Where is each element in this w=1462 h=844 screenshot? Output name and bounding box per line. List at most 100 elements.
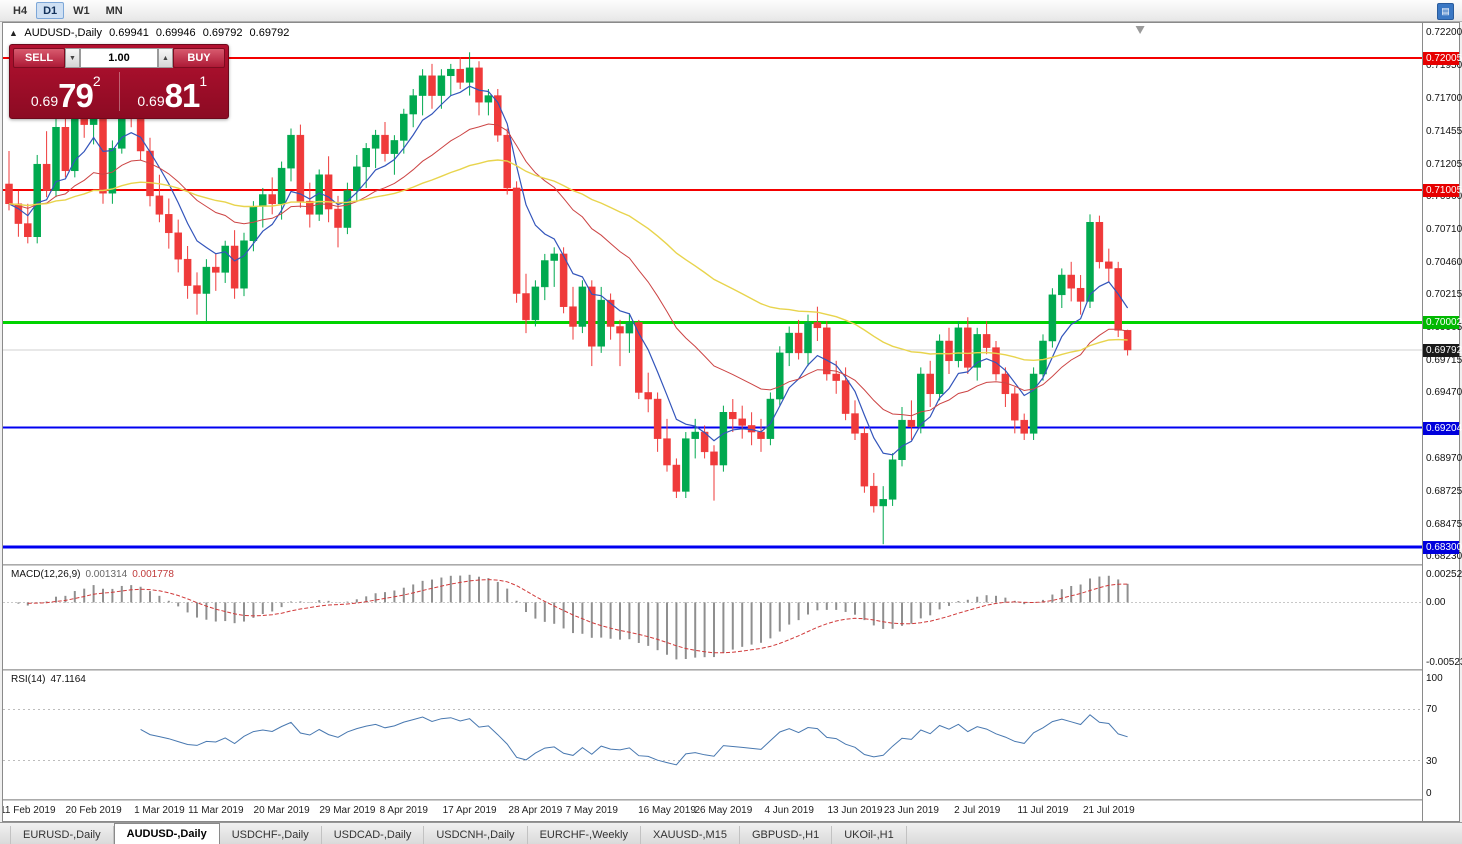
candle xyxy=(625,313,634,353)
date-axis[interactable]: 11 Feb 2019 20 Feb 2019 1 Mar 2019 11 Mar 2… xyxy=(3,801,1422,821)
one-click-trading-panel: SELL ▼ ▲ BUY 0.69 79 2 0.69 81 xyxy=(9,44,229,119)
candle xyxy=(1029,367,1038,440)
chart-tab-gbpusd-h1[interactable]: GBPUSD-,H1 xyxy=(740,826,833,844)
volume-down-button[interactable]: ▼ xyxy=(65,48,80,68)
candle xyxy=(766,392,775,446)
chart-tab-bar: EURUSD-,Daily AUDUSD-,Daily USDCHF-,Daily U… xyxy=(0,822,1462,844)
volume-up-button[interactable]: ▲ xyxy=(158,48,173,68)
candle xyxy=(42,131,51,198)
macd-value-2: 0.001778 xyxy=(132,569,174,580)
oneclick-toggle-icon[interactable]: ▲ xyxy=(9,28,18,38)
date-label: 7 May 2019 xyxy=(565,805,618,816)
pane-separator[interactable] xyxy=(3,669,1422,671)
chart-tab-xauusd-m15[interactable]: XAUUSD-,M15 xyxy=(641,826,740,844)
timeframe-button-w1[interactable]: W1 xyxy=(66,2,97,19)
buy-button[interactable]: BUY xyxy=(173,48,225,68)
rsi-axis-0: 0 xyxy=(1426,788,1432,799)
price-axis-label: 0.69715 xyxy=(1426,355,1462,367)
candle xyxy=(860,426,869,493)
candle xyxy=(841,367,850,421)
candle xyxy=(456,57,464,89)
candle xyxy=(1086,214,1094,309)
price-level-badge: 0.71005 xyxy=(1423,183,1462,197)
price-axis-label: 0.70710 xyxy=(1426,223,1462,235)
pane-separator[interactable] xyxy=(3,564,1422,566)
rsi-line xyxy=(140,714,1128,766)
candle xyxy=(52,118,60,198)
candle xyxy=(691,418,699,459)
sell-price[interactable]: 0.69 79 2 xyxy=(13,68,119,115)
candle xyxy=(644,372,652,413)
price-level-badge: 0.72005 xyxy=(1423,51,1462,65)
candle xyxy=(1123,329,1132,356)
price-axis-label: 0.71455 xyxy=(1426,125,1462,137)
candle xyxy=(371,129,380,169)
buy-price-prefix: 0.69 xyxy=(137,93,165,109)
chart-tab-eurchf-weekly[interactable]: EURCHF-,Weekly xyxy=(528,826,641,844)
window-icon[interactable]: ▤ xyxy=(1437,3,1454,20)
candle xyxy=(785,326,793,367)
macd-pane-svg[interactable] xyxy=(3,566,1422,669)
date-label: 16 May 2019 xyxy=(638,805,696,816)
ma-line-21 xyxy=(8,123,1128,417)
volume-input[interactable] xyxy=(80,48,158,68)
price-axis-label: 0.71205 xyxy=(1426,158,1462,170)
candle xyxy=(324,156,333,223)
price-axis-label: 0.70215 xyxy=(1426,289,1462,301)
pane-separator[interactable] xyxy=(3,799,1422,801)
date-label: 11 Feb 2019 xyxy=(3,805,56,816)
price-axis[interactable]: 0.722000.719500.717000.714550.712050.709… xyxy=(1422,23,1462,821)
candle xyxy=(362,143,370,188)
price-chart-svg[interactable] xyxy=(3,23,1422,564)
candle xyxy=(606,293,615,340)
date-label: 11 Jul 2019 xyxy=(1017,805,1069,816)
rsi-axis-30: 30 xyxy=(1426,755,1438,767)
candle xyxy=(240,232,248,297)
chart-tab-usdchf-daily[interactable]: USDCHF-,Daily xyxy=(220,826,322,844)
rsi-pane-svg[interactable] xyxy=(3,671,1422,799)
chart-area[interactable]: 11 Feb 2019 20 Feb 2019 1 Mar 2019 11 Mar 2… xyxy=(3,23,1422,821)
candle xyxy=(1067,261,1075,302)
candle xyxy=(559,247,568,314)
chart-tab-usdcad-daily[interactable]: USDCAD-,Daily xyxy=(322,826,425,844)
candle xyxy=(1011,387,1019,434)
candle xyxy=(870,472,878,513)
macd-value-1: 0.001314 xyxy=(85,569,128,580)
timeframe-button-d1[interactable]: D1 xyxy=(36,2,65,19)
chart-tab-eurusd-daily[interactable]: EURUSD-,Daily xyxy=(10,826,114,844)
candle xyxy=(888,453,897,506)
sell-button[interactable]: SELL xyxy=(13,48,65,68)
candle xyxy=(879,486,887,545)
candle xyxy=(541,253,549,301)
candle xyxy=(616,319,624,367)
candle xyxy=(851,400,859,440)
candle xyxy=(1058,268,1066,309)
timeframe-button-h4[interactable]: H4 xyxy=(6,2,34,19)
ohlc-low: 0.69792 xyxy=(202,27,243,39)
candle xyxy=(418,69,427,116)
buy-price[interactable]: 0.69 81 1 xyxy=(120,68,226,115)
candle xyxy=(390,135,399,175)
chart-tab-audusd-daily[interactable]: AUDUSD-,Daily xyxy=(113,823,220,844)
chart-tab-usdcnh-daily[interactable]: USDCNH-,Daily xyxy=(424,826,528,844)
candle xyxy=(343,182,352,235)
candle xyxy=(907,400,916,440)
candle xyxy=(437,69,446,109)
candle xyxy=(672,458,681,499)
candle xyxy=(569,286,577,340)
chart-tab-ukoil-h1[interactable]: UKOil-,H1 xyxy=(832,826,907,844)
candle xyxy=(174,219,182,273)
candle xyxy=(202,259,211,322)
date-label: 13 Jun 2019 xyxy=(827,805,883,816)
timeframe-button-mn[interactable]: MN xyxy=(99,2,130,19)
candle xyxy=(193,272,201,315)
candle xyxy=(757,418,765,452)
price-axis-label: 0.71950 xyxy=(1426,60,1462,72)
candle xyxy=(653,392,662,452)
candle xyxy=(259,187,267,228)
ma-line-55 xyxy=(8,159,1128,362)
candle xyxy=(287,128,295,182)
macd-axis-max: 0.0025220 xyxy=(1426,569,1462,580)
candle xyxy=(24,203,32,244)
